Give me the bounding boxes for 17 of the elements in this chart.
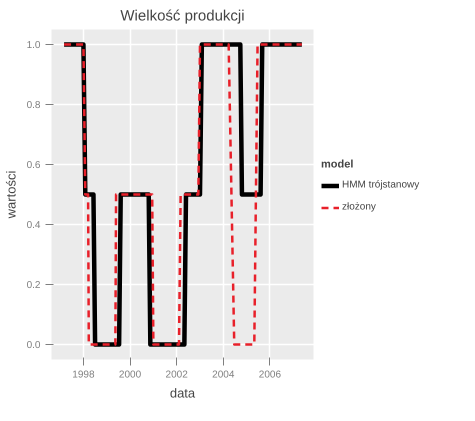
y-tick-label: 0.4 — [26, 220, 41, 231]
x-tick-label: 2002 — [166, 370, 188, 380]
y-tick-label: 0.8 — [26, 100, 41, 111]
y-tick-label: 1.0 — [26, 40, 41, 51]
legend-label: HMM trójstanowy — [342, 180, 420, 190]
y-tick-label: 0.2 — [26, 280, 41, 291]
chart-title: Wielkość produkcji — [120, 8, 245, 24]
y-axis-title: wartości — [4, 170, 19, 220]
legend-label: złożony — [342, 202, 376, 212]
x-tick-label: 1998 — [72, 370, 95, 380]
legend-title: model — [321, 158, 354, 170]
x-axis-title: data — [170, 386, 196, 400]
y-tick-label: 0.6 — [26, 160, 41, 171]
x-tick-label: 2004 — [212, 370, 235, 380]
x-tick-label: 2000 — [118, 370, 142, 380]
x-tick-label: 2006 — [258, 370, 282, 380]
y-tick-label: 0.0 — [26, 340, 41, 351]
